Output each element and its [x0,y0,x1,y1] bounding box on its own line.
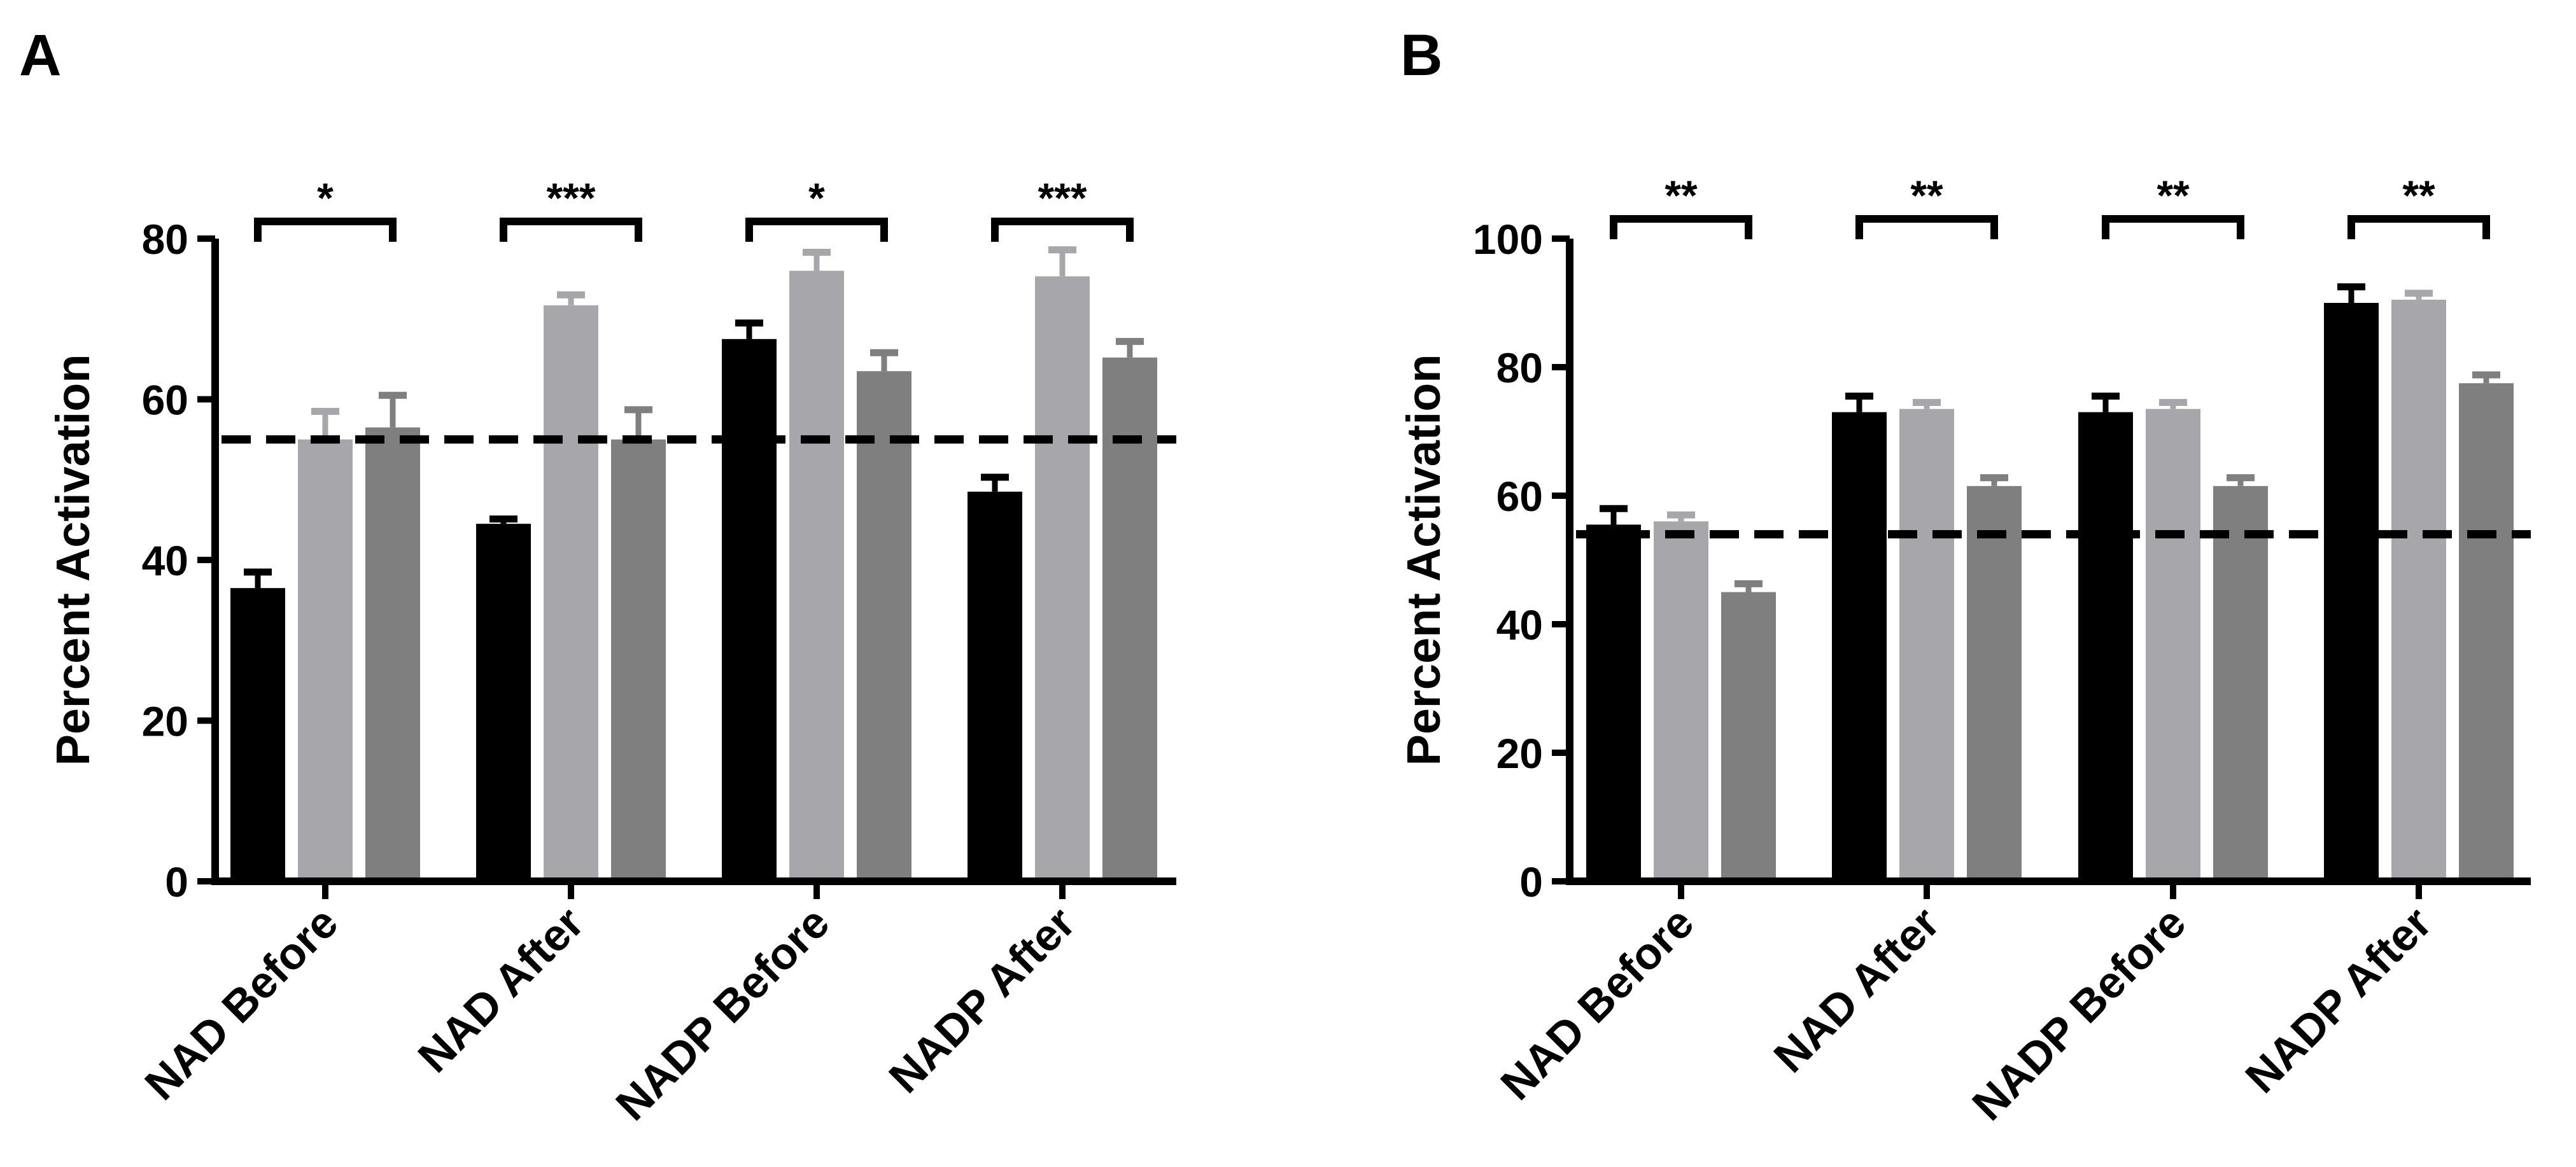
panel-b-bar-1-1 [1899,409,1954,881]
panel-a-xtick-label-0: NAD Before [136,897,348,1109]
panel-b-bar-1-3 [2391,299,2446,881]
panel-a-bar-0-1 [476,524,531,881]
panel-b-bar-1-0 [1654,521,1708,881]
panel-b-sig-bracket-3 [2347,215,2490,239]
panel-b-xtick-label-2: NADP Before [1963,897,2195,1129]
panel-b-ytick-label-1: 20 [1496,730,1543,777]
panel-a-xtick-label-1: NAD After [409,897,593,1082]
panel-b-bar-2-1 [1967,486,2022,881]
panel-b-bar-1-2 [2146,409,2200,881]
panel-a-sig-bracket-0 [254,218,397,242]
panel-b-bar-0-3 [2324,303,2379,881]
panel-a-bar-0-2 [722,339,777,881]
panel-b-ylabel: Percent Activation [1397,354,1450,766]
panel-a-sig-label-1: *** [546,174,595,221]
panel-a-bar-2-3 [1102,357,1157,881]
panel-a-ytick-label-0: 0 [165,858,188,905]
panel-a-ylabel: Percent Activation [46,354,99,766]
panel-a-sig-bracket-3 [991,218,1134,242]
panel-b-ytick-label-0: 0 [1519,858,1543,905]
panel-a-bar-1-0 [298,439,353,881]
panel-a-sig-bracket-1 [500,218,642,242]
panel-a-ytick-label-1: 20 [142,698,188,745]
panel-a-ytick-label-3: 60 [142,377,188,424]
panel-a-ytick-label-2: 40 [142,537,188,584]
panel-a-label: A [19,23,61,88]
panel-a-sig-label-3: *** [1038,174,1087,221]
panel-b-sig-label-1: ** [1910,172,1943,219]
panel-a-bar-2-2 [857,371,911,881]
panel-b-xtick-label-1: NAD After [1764,897,1949,1082]
panel-a-bar-1-2 [789,270,844,881]
panel-b-sig-bracket-2 [2102,215,2244,239]
panel-b-bar-0-1 [1832,412,1887,881]
panel-b-ytick-label-3: 60 [1496,473,1543,520]
panel-a-bar-1-3 [1035,276,1090,881]
panel-b-bar-2-2 [2213,486,2268,881]
panel-b-bar-2-3 [2459,383,2514,881]
panel-a-bar-1-1 [544,305,598,882]
panel-a-bar-0-3 [968,491,1022,881]
panel-a-bar-2-0 [365,427,420,881]
panel-b-ytick-label-2: 40 [1496,601,1543,648]
panel-b-ytick-label-4: 80 [1496,344,1543,391]
panel-b-sig-label-3: ** [2402,172,2435,219]
panel-b-sig-label-0: ** [1665,172,1698,219]
panel-a-xtick-label-3: NADP After [880,897,1085,1102]
panel-b-ytick-label-5: 100 [1473,216,1543,263]
panel-b-sig-bracket-0 [1610,215,1752,239]
panel-a-bar-0-0 [230,588,285,881]
panel-b-bar-0-0 [1586,524,1641,881]
panel-a-sig-label-0: * [317,174,334,221]
panel-a-sig-label-2: * [808,174,825,221]
panel-b-bar-2-0 [1721,592,1776,881]
panel-b-sig-label-2: ** [2157,172,2190,219]
panel-a-bar-2-1 [611,439,666,881]
panel-b-bar-0-2 [2078,412,2133,881]
panel-b-label: B [1400,23,1442,88]
panel-a-ytick-label-4: 80 [142,216,188,263]
panel-b-xtick-label-0: NAD Before [1491,897,1703,1109]
panel-b-xtick-label-3: NADP After [2236,897,2441,1102]
panel-a-xtick-label-2: NADP Before [607,897,839,1129]
panel-a-sig-bracket-2 [745,218,888,242]
panel-b-sig-bracket-1 [1855,215,1998,239]
